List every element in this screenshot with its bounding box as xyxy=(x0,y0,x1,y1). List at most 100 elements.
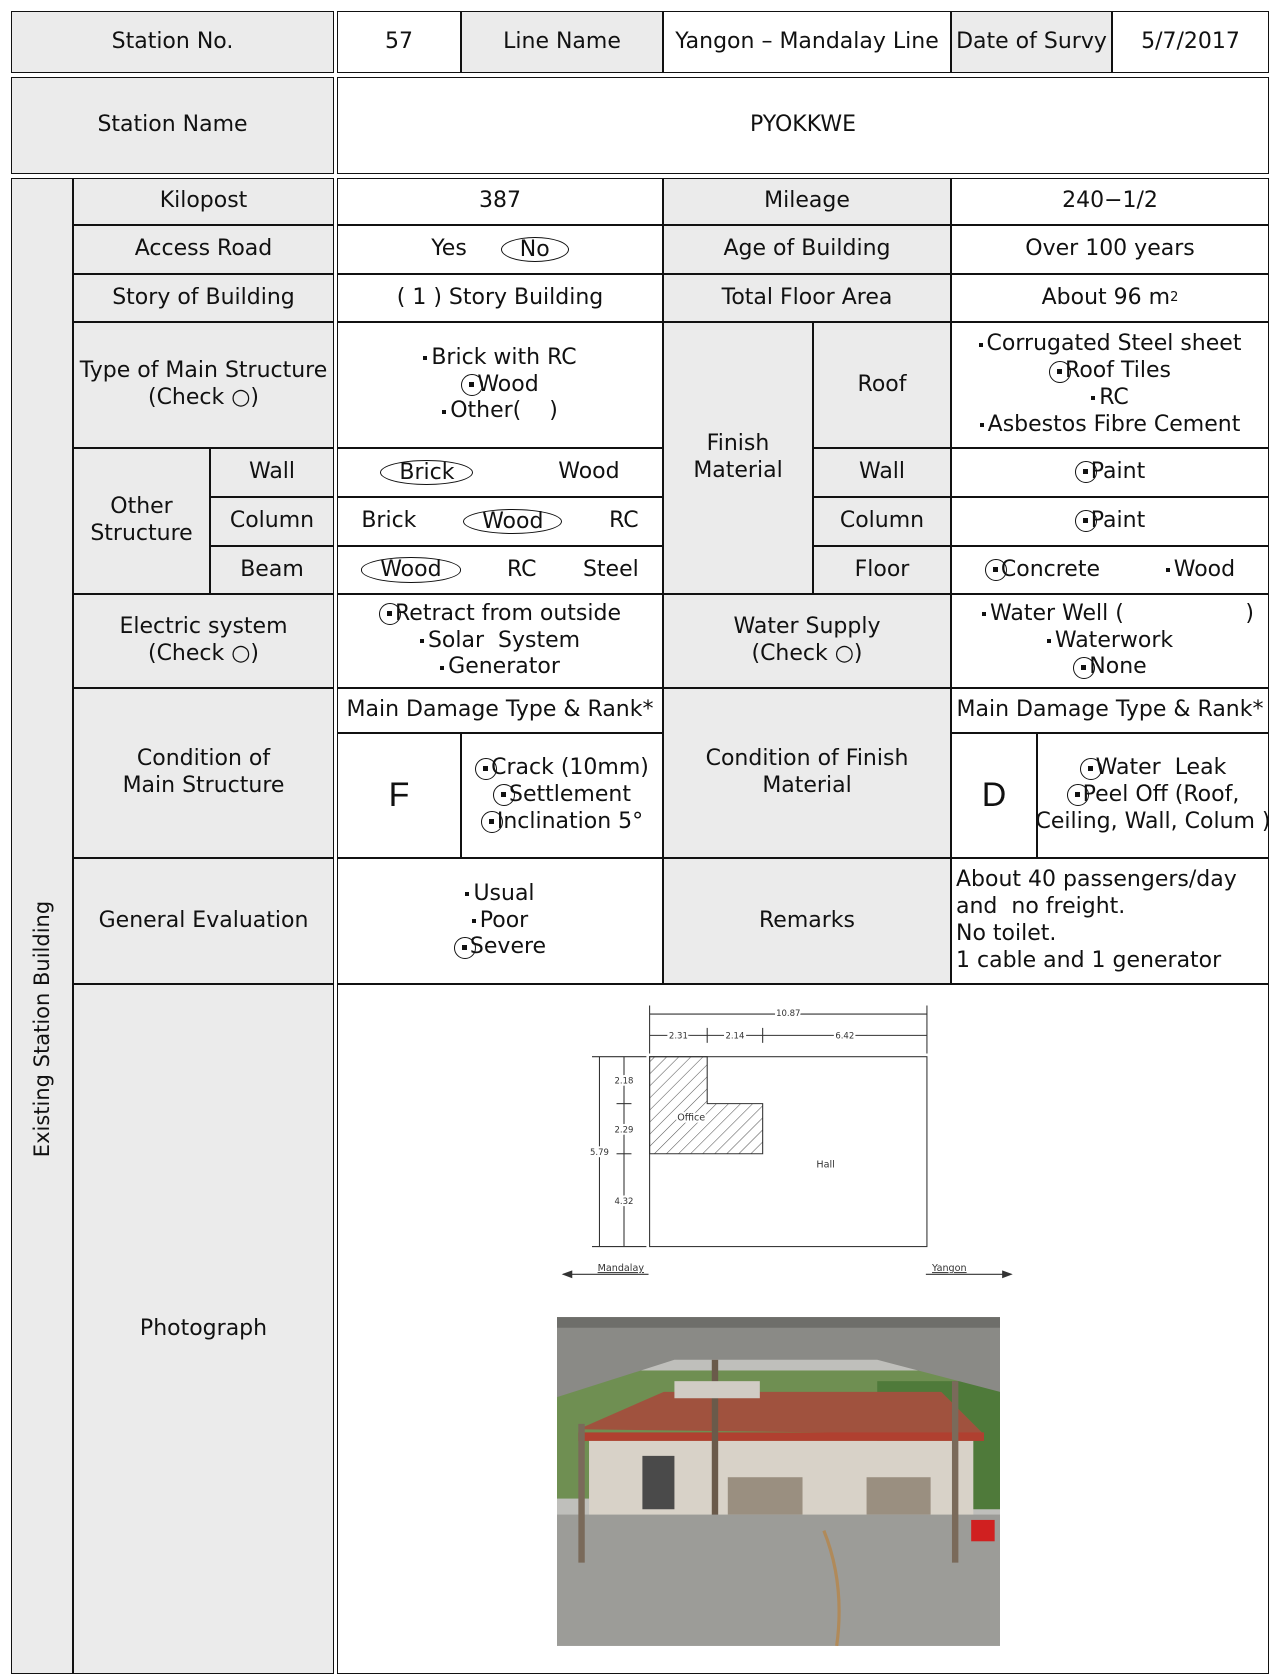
check-mark xyxy=(1049,360,1072,383)
cell: Brick Wood xyxy=(337,448,663,497)
cell-line: Station No. xyxy=(112,29,234,56)
cell-line: Photograph xyxy=(140,1316,267,1343)
cell: 5/7/2017 xyxy=(1112,11,1269,73)
text: Condition of Finish xyxy=(705,746,909,772)
text: Roof xyxy=(857,371,907,397)
bullet xyxy=(1091,396,1096,401)
dimension: 2.18 xyxy=(615,1076,634,1086)
item: Water Leak xyxy=(1079,755,1226,782)
item: Paint xyxy=(1074,459,1145,486)
item: RC xyxy=(609,508,639,535)
cell-line: Wall xyxy=(249,459,295,486)
text: Main Damage Type & Rank* xyxy=(956,697,1264,723)
item: Access Road xyxy=(135,236,273,263)
item: Severe xyxy=(453,934,546,961)
text: Kilopost xyxy=(159,188,248,214)
bullet xyxy=(979,423,984,428)
item: Beam xyxy=(240,557,304,584)
item: ( 1 ) Story Building xyxy=(397,285,604,312)
item: D xyxy=(982,775,1007,816)
text: Inclination 5° xyxy=(496,808,644,834)
item: Peel Off (Roof, xyxy=(1066,782,1239,809)
cell: Water Leak Peel Off (Roof, Ceiling, Wall, … xyxy=(1035,733,1269,858)
text: PYOKKWE xyxy=(749,112,857,138)
text: Type of Main Structure xyxy=(79,358,328,384)
cell-line: Asbestos Fibre Cement xyxy=(979,411,1241,439)
item: Total Floor Area xyxy=(722,285,893,312)
cell-line: Usual xyxy=(465,881,535,908)
item: Asbestos Fibre Cement xyxy=(979,411,1241,439)
dimension: 2.31 xyxy=(669,1032,688,1042)
item: Ceiling, Wall, Colum ) xyxy=(1035,809,1269,836)
cell: Brick with RC Wood Other( ) xyxy=(337,322,663,448)
cell-line: No toilet. xyxy=(956,921,1056,948)
text: Asbestos Fibre Cement xyxy=(987,411,1241,437)
text: 5/7/2017 xyxy=(1141,28,1240,54)
text: and no freight. xyxy=(956,894,1126,920)
check-mark xyxy=(1074,510,1097,533)
text: 57 xyxy=(385,28,413,54)
check-mark xyxy=(475,757,498,780)
cell-line: Finish xyxy=(707,431,770,458)
cell-line: Column xyxy=(230,508,314,535)
item: F xyxy=(389,775,410,816)
cell-line: Brick Wood RC xyxy=(338,508,662,535)
text: Mileage xyxy=(764,188,850,214)
item: Structure xyxy=(90,521,192,548)
cell-line: Peel Off (Roof, xyxy=(1066,782,1239,809)
text: Wood xyxy=(477,371,539,397)
cell: 387 xyxy=(337,178,663,225)
text: ) xyxy=(1245,600,1254,626)
item: (Check ○) xyxy=(148,385,259,412)
item: Usual xyxy=(465,881,535,908)
cell-line: Corrugated Steel sheet xyxy=(978,331,1241,358)
cell-line: Structure xyxy=(90,521,192,548)
item: 387 xyxy=(479,188,521,215)
item: Date of Survy xyxy=(956,29,1107,56)
item: Solar System xyxy=(419,628,580,655)
cell-line: Water Leak xyxy=(1079,755,1226,782)
cell-line: Roof xyxy=(858,372,907,399)
item: RC xyxy=(1091,385,1129,412)
bullet xyxy=(982,612,986,617)
cell: Over 100 years xyxy=(951,225,1269,274)
item: No toilet. xyxy=(956,921,1056,948)
cell: 57 xyxy=(337,11,461,73)
cell-line: Water Well () xyxy=(952,601,1268,628)
cell: Kilopost xyxy=(73,178,334,225)
cell-line: Total Floor Area xyxy=(722,285,893,312)
item: Electric system xyxy=(119,614,287,641)
cell: Electric system (Check ○) xyxy=(73,594,334,688)
text: Age of Building xyxy=(723,236,891,262)
text: 1 cable and 1 generator xyxy=(956,947,1222,973)
cell: Water Well () Waterwork None xyxy=(951,594,1269,688)
cell-line: F xyxy=(389,775,410,816)
check-mark xyxy=(1073,656,1096,679)
direction-label: Mandalay xyxy=(598,1263,645,1274)
cell: Yangon – Mandalay Line xyxy=(663,11,951,73)
cell-line: Yangon – Mandalay Line xyxy=(675,29,939,56)
item: Photograph xyxy=(140,1316,267,1343)
cell: ( 1 ) Story Building xyxy=(337,274,663,322)
section-label: Existing Station Building xyxy=(30,900,54,1158)
circled-option: Wood xyxy=(361,557,461,583)
item: None xyxy=(1073,654,1147,681)
cell-line: About 40 passengers/day xyxy=(956,867,1237,894)
item: 1 cable and 1 generator xyxy=(956,948,1221,975)
item: (Check ○) xyxy=(148,641,259,668)
item: Yangon – Mandalay Line xyxy=(675,29,939,56)
text: Beam xyxy=(240,556,304,582)
item: PYOKKWE xyxy=(750,112,856,139)
cell-line: 240−1/2 xyxy=(1062,188,1158,215)
text: Station Name xyxy=(97,112,248,138)
direction-label: Yangon xyxy=(931,1263,967,1274)
cell: General Evaluation xyxy=(73,858,334,984)
cell-line: Kilopost xyxy=(160,188,248,215)
text: D xyxy=(981,775,1007,814)
item: Brick xyxy=(380,459,474,486)
cell-line: Main Structure xyxy=(123,773,285,800)
text: Wall xyxy=(858,459,906,485)
cell-line: Main Damage Type & Rank* xyxy=(347,697,654,724)
